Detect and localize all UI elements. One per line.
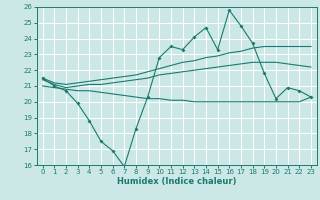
X-axis label: Humidex (Indice chaleur): Humidex (Indice chaleur)	[117, 177, 236, 186]
